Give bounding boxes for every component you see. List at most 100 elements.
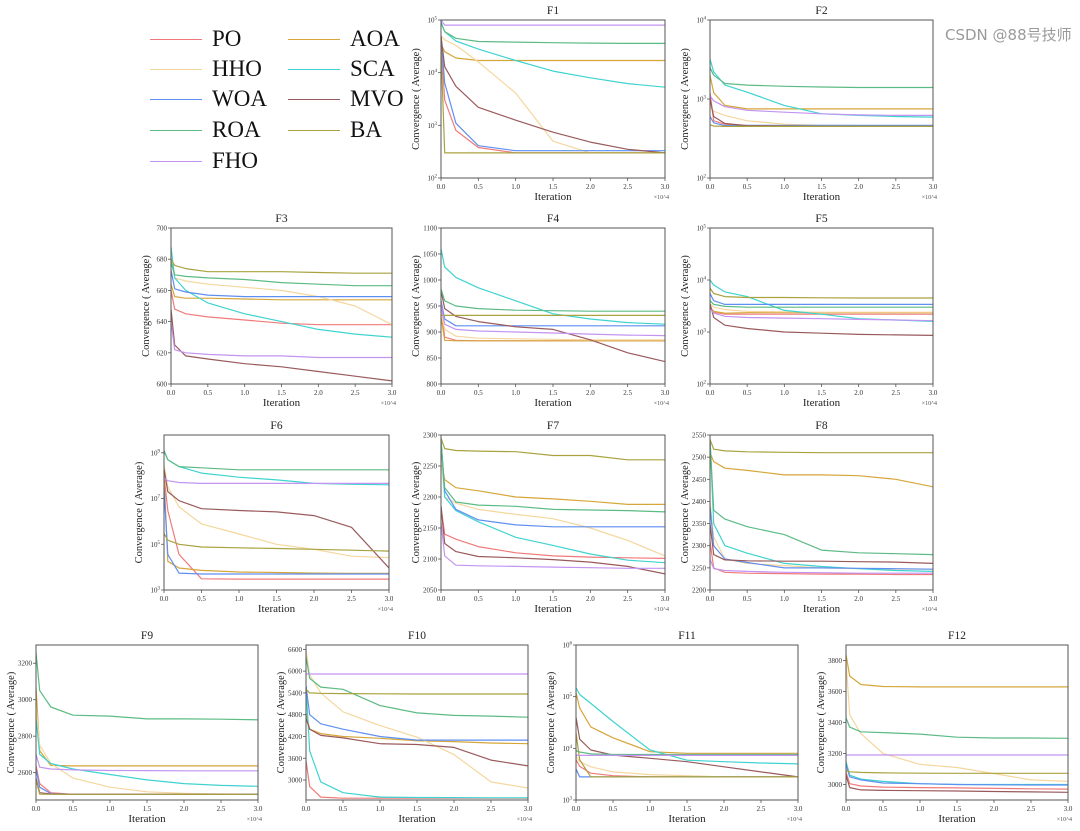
- x-tick-label: 0.0: [160, 595, 169, 603]
- series-line-aoa: [576, 692, 798, 754]
- x-tick-label: 3.0: [929, 389, 938, 397]
- y-tick-label: 6600: [288, 646, 303, 654]
- x-tick-label: 0.5: [474, 183, 483, 191]
- y-tick-label: 5400: [288, 689, 303, 697]
- series-line-sca: [441, 438, 665, 564]
- series-line-ba: [441, 437, 665, 461]
- x-tick-label: 0.5: [879, 805, 888, 813]
- y-axis-label: Convergence ( Average): [816, 671, 827, 773]
- x-tick-label: 2.0: [314, 389, 323, 397]
- y-tick-label: 102: [697, 381, 707, 389]
- x-tick-label: 0.0: [437, 595, 446, 603]
- x-tick-label: 0.5: [339, 805, 348, 813]
- y-tick-label: 2200: [423, 494, 438, 502]
- y-tick-label: 4800: [288, 711, 303, 719]
- y-tick-label: 640: [157, 318, 168, 326]
- x-tick-label: 2.5: [217, 805, 226, 813]
- series-line-roa: [710, 67, 933, 89]
- legend-label: HHO: [212, 56, 262, 81]
- legend-swatch: [150, 129, 202, 131]
- x-tick-label: 2.0: [450, 805, 459, 813]
- x-multiplier: ×10^4: [654, 195, 669, 201]
- panel-f4: F4 800 850 900 950 1000 1050 1100 0.0 0.5 1.0 1.5 2.…: [411, 213, 670, 409]
- y-axis-label: Convergence ( Average): [411, 255, 422, 357]
- series-line-roa: [710, 300, 933, 308]
- series-line-ba: [846, 769, 1068, 774]
- y-tick-label: 660: [157, 287, 168, 295]
- series-line-mvo: [441, 506, 665, 575]
- x-tick-label: 1.5: [549, 183, 558, 191]
- legend-label: PO: [212, 26, 242, 51]
- x-tick-label: 0.5: [474, 595, 483, 603]
- x-tick-label: 2.0: [310, 595, 319, 603]
- x-tick-label: 0.5: [203, 389, 212, 397]
- series-line-aoa: [171, 284, 392, 301]
- panel-f11: F11 103 104 105 106 0.0 0.5 1.0 1.5 2.0 2.5 3.0 ×10^…: [546, 630, 803, 825]
- y-tick-label: 109: [151, 449, 161, 457]
- series-line-hho: [164, 464, 389, 559]
- x-tick-label: 2.0: [854, 389, 863, 397]
- series-line-fho: [164, 477, 389, 484]
- series-line-ba: [164, 533, 389, 552]
- y-tick-label: 104: [697, 17, 707, 25]
- series-line-fho: [710, 308, 933, 322]
- x-tick-label: 2.5: [487, 805, 496, 813]
- panel-title: F3: [275, 213, 287, 225]
- series-group: [846, 654, 1068, 793]
- legend-swatch: [288, 38, 340, 40]
- x-tick-label: 3.0: [794, 805, 803, 813]
- y-tick-label: 102: [697, 175, 707, 183]
- y-tick-label: 850: [427, 355, 438, 363]
- series-line-hho: [441, 311, 665, 341]
- panel-f12: F12 3000 3200 3400 3600 3800 0.0 0.5 1.0 1.5 2.0 2.…: [816, 630, 1073, 825]
- y-tick-label: 105: [428, 17, 438, 25]
- x-tick-label: 2.5: [891, 595, 900, 603]
- x-tick-label: 0.5: [69, 805, 78, 813]
- series-line-ba: [710, 439, 933, 454]
- series-line-fho: [441, 303, 665, 337]
- series-line-woa: [846, 764, 1068, 786]
- x-tick-label: 0.0: [32, 805, 41, 813]
- y-tick-label: 2200: [692, 587, 707, 595]
- panel-f5: F5 102 103 104 105 0.0 0.5 1.0 1.5 2.0 2.5 3.0 ×10^4…: [680, 213, 938, 409]
- y-tick-label: 950: [427, 303, 438, 311]
- series-line-woa: [171, 269, 392, 298]
- y-axis-label: Convergence ( Average): [411, 48, 422, 150]
- y-axis-label: Convergence ( Average): [680, 48, 691, 150]
- series-line-hho: [710, 303, 933, 313]
- series-line-mvo: [576, 717, 798, 778]
- plot-frame: [170, 227, 393, 385]
- y-tick-label: 3200: [18, 660, 33, 668]
- series-line-hho: [441, 456, 665, 557]
- series-line-mvo: [164, 468, 389, 569]
- series-line-mvo: [171, 309, 392, 382]
- y-tick-label: 105: [697, 225, 707, 233]
- series-line-sca: [441, 248, 665, 325]
- x-tick-label: 0.5: [197, 595, 206, 603]
- series-line-ba: [306, 688, 528, 695]
- y-tick-label: 600: [157, 381, 168, 389]
- x-tick-label: 3.0: [1064, 805, 1073, 813]
- series-group: [710, 439, 933, 576]
- y-tick-label: 2550: [692, 432, 707, 440]
- x-axis-label: Iteration: [258, 603, 296, 615]
- x-tick-label: 3.0: [929, 183, 938, 191]
- series-line-roa: [441, 441, 665, 513]
- panel-title: F11: [678, 630, 696, 642]
- series-line-mvo: [306, 718, 528, 767]
- x-axis-label: Iteration: [938, 813, 976, 825]
- series-line-aoa: [441, 43, 665, 62]
- x-tick-label: 0.0: [706, 389, 715, 397]
- x-tick-label: 1.5: [817, 595, 826, 603]
- y-tick-label: 104: [697, 277, 707, 285]
- series-line-roa: [846, 717, 1068, 739]
- x-tick-label: 0.0: [572, 805, 581, 813]
- series-line-woa: [441, 35, 665, 152]
- y-tick-label: 107: [151, 495, 161, 503]
- y-tick-label: 3400: [828, 719, 843, 727]
- x-tick-label: 2.5: [1027, 805, 1036, 813]
- y-axis-label: Convergence ( Average): [6, 671, 17, 773]
- legend-label: FHO: [212, 148, 259, 173]
- x-tick-label: 0.0: [437, 389, 446, 397]
- y-tick-label: 103: [697, 96, 707, 104]
